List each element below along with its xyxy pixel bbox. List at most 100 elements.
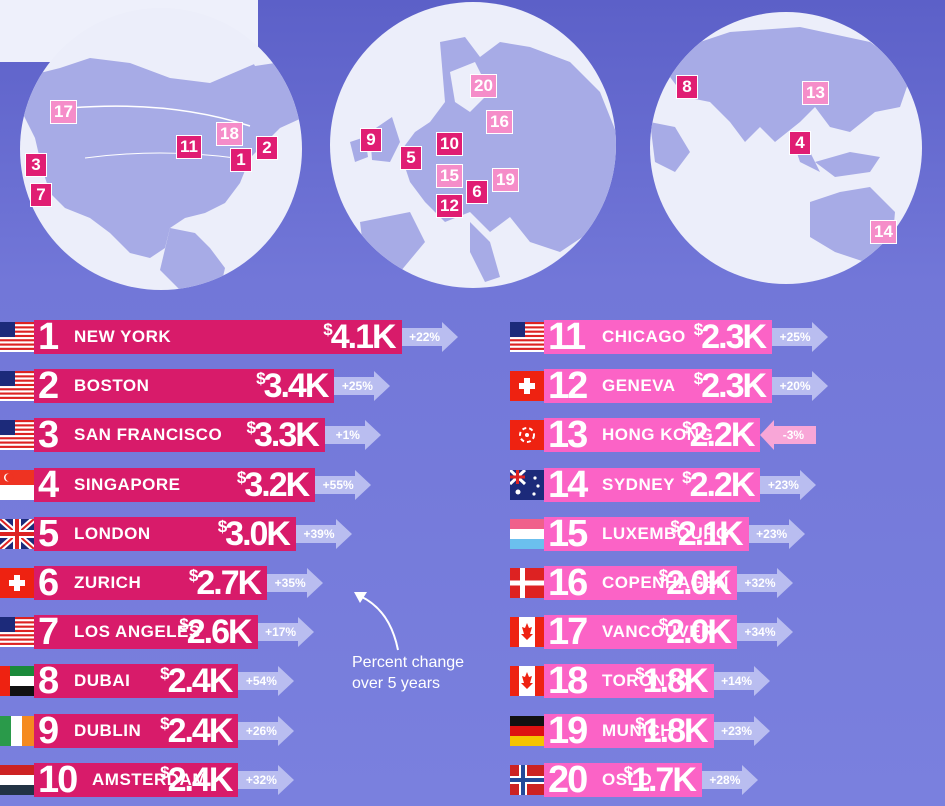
rank-number: 6 [38, 562, 59, 604]
us-flag-icon [0, 322, 34, 352]
ranking-bar [34, 762, 239, 797]
currency-symbol: $ [179, 615, 189, 635]
percent-change-label: +25% [779, 330, 811, 344]
ranking-row: 12 GENEVA $2.3K +20% [510, 367, 940, 405]
city-label: COPENHAGEN [602, 573, 729, 592]
ranking-bar [544, 566, 737, 600]
change-arrow-icon [401, 322, 458, 352]
annotation-text: Percent change over 5 years [352, 652, 464, 694]
percent-change-label: +32% [744, 576, 776, 590]
rank-number: 15 [548, 512, 588, 555]
value-label: $3.0K [217, 514, 291, 553]
map-marker: 17 [50, 100, 77, 124]
currency-symbol: $ [188, 566, 199, 585]
ranking-bar [544, 516, 749, 551]
currency-symbol: $ [658, 615, 669, 635]
map-marker: 7 [30, 183, 52, 207]
value-label: $1.8K [635, 711, 708, 750]
currency-symbol: $ [160, 762, 170, 782]
currency-symbol: $ [256, 369, 266, 389]
currency-symbol: $ [246, 418, 257, 438]
negative-change-arrow-icon [760, 420, 817, 451]
city-label: VANCOUVER [602, 622, 714, 642]
map-marker: 20 [470, 74, 497, 98]
currency-symbol: $ [670, 516, 680, 536]
percent-change-label: +35% [274, 576, 306, 590]
currency-symbol: $ [623, 762, 634, 782]
denmark-flag-icon [510, 568, 544, 598]
uae-flag-icon [0, 666, 34, 697]
globe-north-america [20, 8, 302, 290]
map-marker: 15 [436, 164, 463, 188]
rank-number: 11 [548, 316, 586, 358]
rank-number: 7 [38, 611, 59, 654]
ranking-bar [544, 467, 761, 502]
city-label: TORONTO [602, 671, 690, 691]
map-marker: 1 [230, 148, 252, 172]
rank-number: 14 [548, 463, 588, 506]
rank-number: 3 [38, 414, 59, 457]
percent-change-label: +23% [767, 477, 799, 492]
value-label: $1.7K [623, 760, 697, 799]
change-arrow-icon [238, 764, 295, 795]
ranking-bar [544, 762, 702, 797]
singapore-flag-icon [0, 469, 34, 500]
ranking-row: 11 CHICAGO $2.3K +25% [510, 318, 940, 356]
value-label: $2.4K [160, 760, 233, 799]
percent-change-label: +54% [245, 674, 277, 689]
change-arrow-icon [760, 469, 817, 500]
norway-flag-icon [510, 764, 544, 795]
ranking-bar [34, 418, 325, 453]
change-arrow-icon [257, 617, 314, 648]
ranking-row: 5 LONDON $3.0K +39% [0, 515, 505, 553]
ranking-bar [34, 369, 335, 404]
swiss-flag-icon [510, 371, 544, 402]
rank-number: 19 [548, 709, 588, 752]
ranking-bar [544, 664, 714, 699]
change-arrow-icon [238, 715, 295, 746]
ranking-row: 3 SAN FRANCISCO $3.3K +1% [0, 416, 505, 454]
ranking-bar [544, 320, 773, 354]
rank-number: 13 [548, 414, 588, 457]
ranking-bar [34, 320, 402, 354]
city-label: OSLO [602, 769, 653, 789]
value-label: $2.3K [693, 318, 767, 356]
city-label: GENEVA [602, 376, 676, 396]
currency-symbol: $ [693, 320, 704, 339]
value-label: $2.1K [670, 514, 743, 553]
swiss-flag-icon [0, 568, 34, 598]
ranking-row: 10 AMSTERDAM $2.4K +32% [0, 761, 505, 799]
city-label: LUXEMBOURG [602, 523, 730, 543]
map-marker: 3 [25, 153, 47, 177]
ranking-row: 20 OSLO $1.7K +28% [510, 761, 940, 799]
change-arrow-icon [267, 568, 324, 598]
north-america-land [20, 33, 302, 290]
rank-number: 20 [548, 758, 588, 801]
ranking-bar [544, 713, 714, 748]
map-marker: 6 [466, 180, 488, 204]
city-label: SAN FRANCISCO [74, 425, 223, 445]
percent-change-label: +17% [265, 625, 297, 640]
currency-symbol: $ [658, 566, 669, 585]
map-marker: 9 [360, 128, 382, 152]
ranking-row: 4 SINGAPORE $3.2K +55% [0, 466, 505, 504]
percent-change-label: +23% [756, 526, 788, 541]
australia-flag-icon [508, 468, 544, 500]
percent-change-label: +20% [779, 379, 811, 394]
city-label: NEW YORK [74, 327, 172, 346]
currency-symbol: $ [682, 467, 692, 487]
percent-change-label: +1% [335, 428, 360, 443]
change-arrow-icon [772, 322, 829, 352]
city-label: BOSTON [74, 376, 150, 396]
ranking-row: 6 ZURICH $2.7K +35% [0, 564, 505, 602]
city-label: LONDON [74, 523, 151, 543]
change-arrow-icon [748, 518, 805, 549]
value-label: $3.4K [256, 367, 329, 406]
germany-flag-icon [510, 715, 544, 746]
us-flag-icon [0, 371, 34, 402]
rank-number: 16 [548, 562, 588, 604]
percent-change-label: +14% [721, 674, 753, 689]
change-arrow-icon [701, 764, 758, 795]
ranking-row: 18 TORONTO $1.8K +14% [510, 662, 940, 700]
ranking-row: 8 DUBAI $2.4K +54% [0, 662, 505, 700]
